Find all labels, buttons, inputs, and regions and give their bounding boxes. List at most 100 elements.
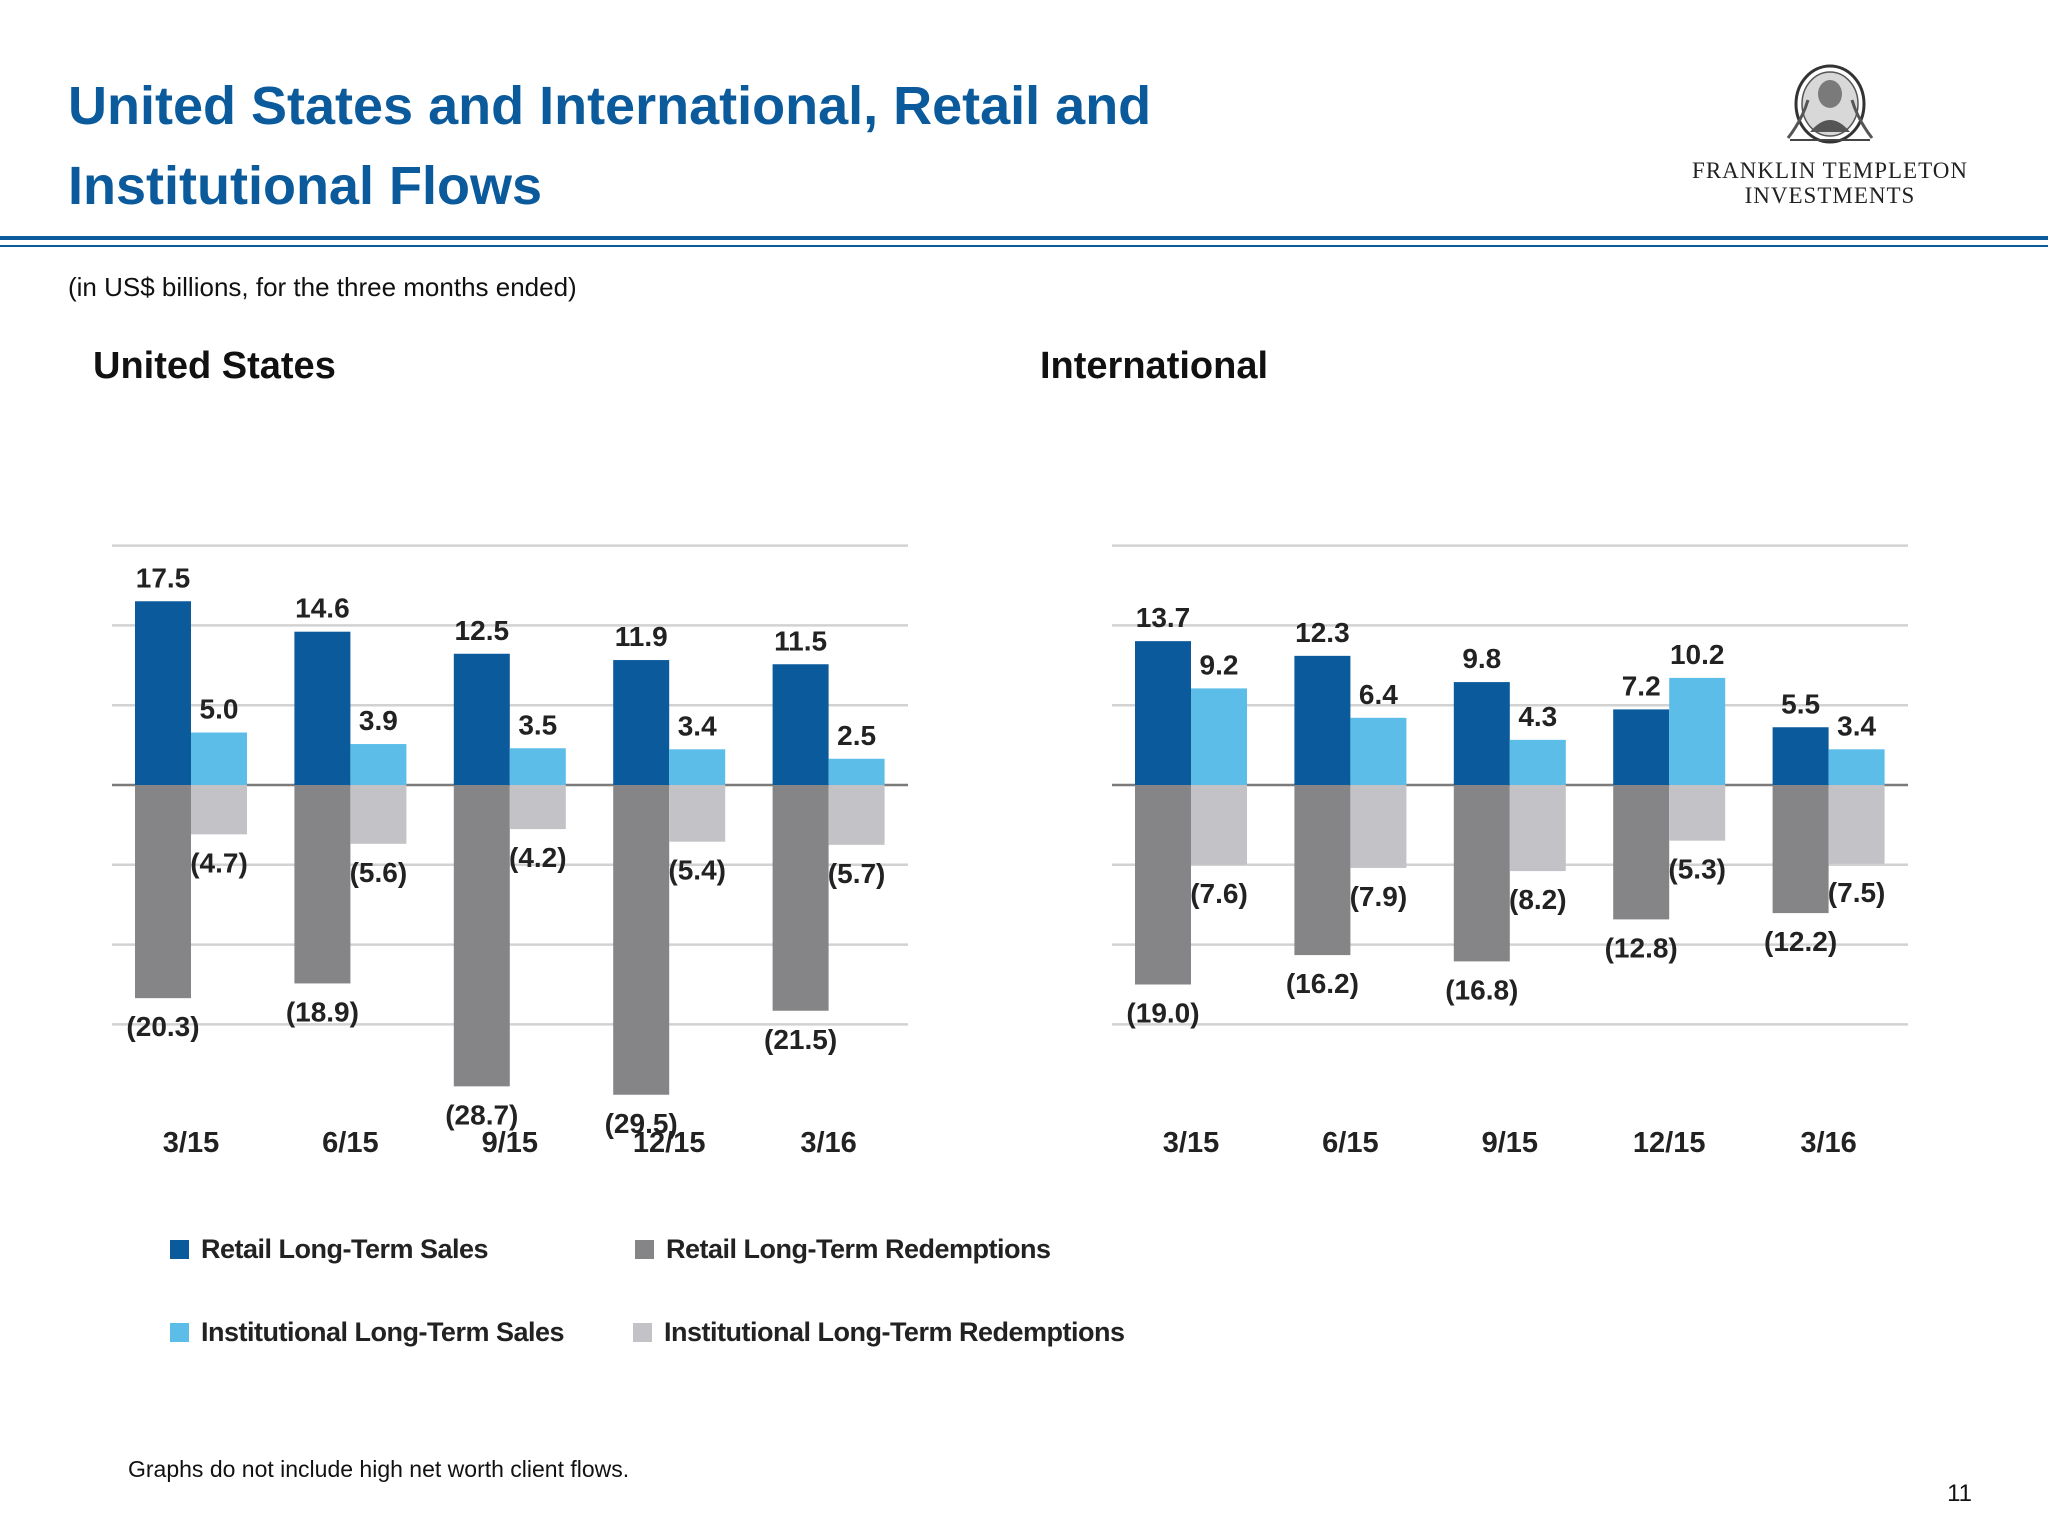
- category-label-intl-4: 12/15: [1633, 1127, 1706, 1159]
- bar-retail-redemptions-intl-2: [1294, 785, 1351, 956]
- data-label-retail-redemptions-us-2: (18.9): [286, 996, 359, 1027]
- franklin-templeton-logo: FRANKLIN TEMPLETON INVESTMENTS: [1660, 60, 2000, 220]
- bar-retail-sales-intl-5: [1772, 727, 1829, 785]
- data-label-retail-sales-intl-1: 13.7: [1136, 602, 1191, 633]
- category-label-us-2: 6/15: [322, 1127, 378, 1159]
- category-label-intl-5: 3/16: [1800, 1127, 1856, 1159]
- category-label-intl-3: 9/15: [1482, 1127, 1538, 1159]
- data-label-institutional-sales-us-4: 3.4: [678, 710, 717, 741]
- data-label-institutional-redemptions-us-4: (5.4): [668, 855, 726, 886]
- legend-label-institutional-redemptions: Institutional Long-Term Redemptions: [664, 1317, 1125, 1347]
- data-label-retail-sales-intl-5: 5.5: [1781, 688, 1820, 719]
- data-label-retail-redemptions-us-1: (20.3): [126, 1011, 199, 1042]
- data-label-retail-sales-us-2: 14.6: [295, 593, 350, 624]
- header-rule-bottom: [0, 245, 2048, 247]
- bar-institutional-redemptions-us-2: [350, 785, 407, 844]
- bar-institutional-redemptions-us-3: [509, 785, 566, 830]
- bar-retail-redemptions-intl-5: [1772, 785, 1829, 914]
- bar-retail-sales-us-4: [613, 660, 670, 785]
- international-chart-title: International: [1040, 345, 1269, 387]
- bar-institutional-sales-us-4: [669, 749, 726, 785]
- bar-institutional-sales-us-3: [509, 748, 566, 785]
- category-label-us-4: 12/15: [633, 1127, 706, 1159]
- data-label-institutional-redemptions-intl-5: (7.5): [1828, 877, 1886, 908]
- data-label-retail-sales-intl-3: 9.8: [1462, 643, 1501, 674]
- bar-institutional-sales-us-5: [828, 758, 885, 785]
- data-label-institutional-redemptions-us-1: (4.7): [190, 847, 248, 878]
- page-title-line-1: United States and International, Retail …: [68, 76, 1152, 136]
- legend-item-institutional-sales: Institutional Long-Term Sales: [170, 1317, 565, 1348]
- legend-item-institutional-redemptions: Institutional Long-Term Redemptions: [633, 1317, 1125, 1348]
- bar-retail-sales-us-5: [772, 664, 829, 785]
- data-label-institutional-redemptions-intl-1: (7.6): [1190, 878, 1248, 909]
- data-label-institutional-redemptions-us-2: (5.6): [350, 857, 408, 888]
- bar-retail-sales-us-3: [453, 653, 510, 785]
- logo-line-2: INVESTMENTS: [1744, 183, 1916, 208]
- data-label-retail-sales-us-3: 12.5: [455, 615, 510, 646]
- international-flows-chart: 13.7 9.2 (19.0) (7.6) 3/15 12.3 6.4 (16.2) (7.9)…: [1112, 544, 1908, 1159]
- bar-retail-sales-intl-1: [1135, 641, 1191, 785]
- legend-swatch-institutional-redemptions: [633, 1323, 652, 1342]
- bar-institutional-sales-intl-4: [1669, 677, 1726, 785]
- bar-retail-sales-intl-4: [1613, 709, 1670, 785]
- data-label-retail-redemptions-intl-1: (19.0): [1126, 998, 1199, 1029]
- data-label-institutional-redemptions-intl-3: (8.2): [1509, 884, 1567, 915]
- data-label-retail-sales-intl-4: 7.2: [1622, 670, 1661, 701]
- franklin-seal-icon: [1786, 64, 1874, 144]
- page-number: 11: [1947, 1480, 1972, 1507]
- us-chart-title: United States: [93, 345, 336, 387]
- data-label-institutional-sales-us-2: 3.9: [359, 705, 398, 736]
- legend-item-retail-sales: Retail Long-Term Sales: [170, 1234, 489, 1265]
- bar-institutional-redemptions-intl-1: [1191, 785, 1247, 865]
- bar-institutional-redemptions-us-1: [191, 785, 247, 835]
- data-label-institutional-sales-intl-5: 3.4: [1837, 710, 1876, 741]
- footnote: Graphs do not include high net worth cli…: [128, 1456, 630, 1482]
- data-label-retail-sales-us-4: 11.9: [615, 621, 668, 652]
- data-label-institutional-redemptions-intl-4: (5.3): [1668, 854, 1726, 885]
- bar-institutional-sales-intl-5: [1828, 749, 1885, 785]
- bar-retail-redemptions-us-2: [294, 785, 351, 984]
- bar-retail-redemptions-intl-3: [1453, 785, 1510, 962]
- us-flows-chart: 17.5 5.0 (20.3) (4.7) 3/15 14.6 3.9 (18.9) (5.6)…: [112, 544, 908, 1159]
- page-title-line-2: Institutional Flows: [68, 156, 542, 216]
- header-rule-top: [0, 236, 2048, 240]
- bar-institutional-redemptions-us-4: [669, 785, 726, 842]
- bar-institutional-redemptions-us-5: [828, 785, 885, 845]
- data-label-institutional-sales-us-5: 2.5: [837, 720, 876, 751]
- data-label-retail-redemptions-intl-2: (16.2): [1286, 968, 1359, 999]
- data-label-retail-sales-us-1: 17.5: [136, 562, 191, 593]
- bar-institutional-redemptions-intl-3: [1509, 785, 1566, 872]
- data-label-retail-redemptions-intl-5: (12.2): [1764, 926, 1837, 957]
- bar-institutional-sales-intl-2: [1350, 717, 1407, 785]
- category-label-intl-2: 6/15: [1322, 1127, 1378, 1159]
- bar-institutional-sales-us-1: [191, 732, 247, 785]
- data-label-institutional-redemptions-us-5: (5.7): [828, 858, 886, 889]
- category-label-intl-1: 3/15: [1163, 1127, 1219, 1159]
- data-label-retail-redemptions-intl-3: (16.8): [1445, 974, 1518, 1005]
- legend-swatch-retail-sales: [170, 1240, 189, 1259]
- legend-item-retail-redemptions: Retail Long-Term Redemptions: [635, 1234, 1051, 1265]
- data-label-retail-sales-intl-2: 12.3: [1295, 617, 1350, 648]
- data-label-institutional-sales-us-1: 5.0: [200, 694, 239, 725]
- bar-institutional-redemptions-intl-2: [1350, 785, 1407, 868]
- legend-label-retail-sales: Retail Long-Term Sales: [201, 1234, 489, 1264]
- bar-retail-sales-us-2: [294, 631, 351, 785]
- data-label-institutional-sales-intl-3: 4.3: [1518, 701, 1557, 732]
- bar-retail-redemptions-us-3: [453, 785, 510, 1087]
- category-label-us-3: 9/15: [482, 1127, 538, 1159]
- legend-swatch-institutional-sales: [170, 1323, 189, 1342]
- bar-retail-redemptions-us-5: [772, 785, 829, 1011]
- data-label-retail-redemptions-intl-4: (12.8): [1605, 932, 1678, 963]
- data-label-retail-redemptions-us-3: (28.7): [445, 1099, 518, 1130]
- category-label-us-1: 3/15: [163, 1127, 219, 1159]
- units-subtitle: (in US$ billions, for the three months e…: [68, 272, 577, 302]
- bar-retail-sales-intl-2: [1294, 655, 1351, 785]
- data-label-institutional-redemptions-us-3: (4.2): [509, 842, 567, 873]
- legend-label-institutional-sales: Institutional Long-Term Sales: [201, 1317, 565, 1347]
- bar-institutional-sales-us-2: [350, 744, 407, 785]
- data-label-institutional-redemptions-intl-2: (7.9): [1350, 881, 1408, 912]
- page-title: United States and International, Retail …: [68, 66, 1368, 226]
- bar-institutional-sales-intl-1: [1191, 688, 1247, 785]
- bar-retail-redemptions-us-1: [135, 785, 191, 999]
- bar-retail-redemptions-intl-4: [1613, 785, 1670, 920]
